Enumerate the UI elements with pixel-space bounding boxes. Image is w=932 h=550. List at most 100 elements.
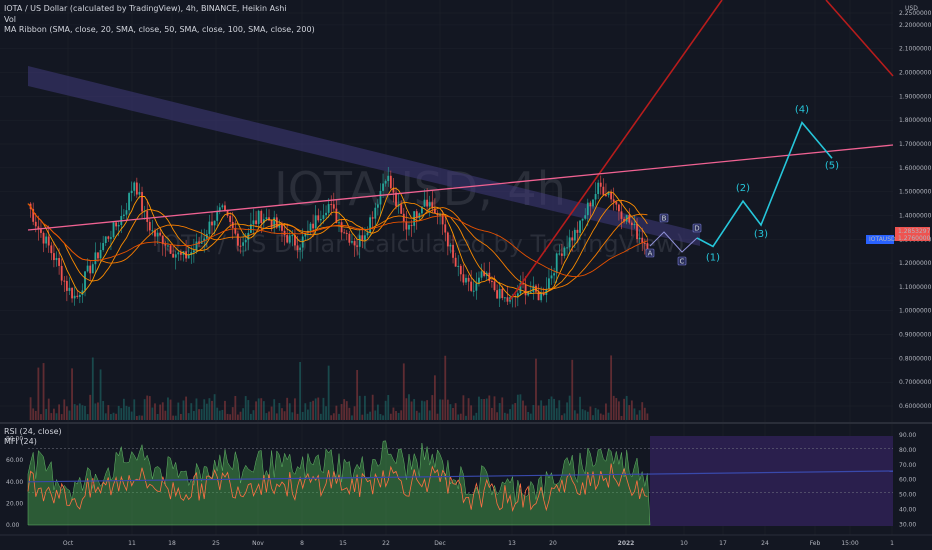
osc-left-label: 20.00 — [6, 500, 23, 507]
volume-bar — [249, 413, 252, 420]
volume-bar — [37, 367, 40, 420]
volume-bar — [91, 357, 94, 420]
volume-bar — [439, 399, 441, 420]
candle-body — [309, 223, 312, 231]
candle-body — [135, 182, 138, 195]
elliott-wave-path[interactable] — [696, 121, 833, 248]
candle-body — [423, 199, 426, 207]
candle-body — [408, 225, 410, 230]
volume-bar — [296, 413, 299, 420]
candle-body — [522, 283, 524, 285]
rsi-ma-line — [27, 470, 894, 483]
price-tick-label: 2.0000000 — [899, 70, 932, 77]
red-trendline-down[interactable] — [825, 0, 894, 77]
volume-bar — [465, 415, 467, 420]
volume-bar — [483, 398, 486, 420]
candle-body — [410, 225, 413, 227]
volume-bar — [449, 404, 452, 420]
volume-bar — [514, 403, 517, 420]
volume-bar — [185, 396, 187, 420]
candle-body — [387, 175, 390, 182]
candle-body — [503, 297, 506, 299]
volume-bar — [47, 398, 50, 420]
time-axis[interactable]: Oct 11 18 25 Nov 8 15 22 Dec 13 20 2022 10 17 24 Feb 15:… — [63, 540, 894, 547]
volume-bar — [86, 414, 89, 420]
corrective-path[interactable] — [649, 231, 698, 253]
candle-body — [226, 210, 229, 216]
volume-bar — [366, 413, 369, 420]
candle-body — [402, 213, 405, 222]
candle-body — [216, 211, 219, 221]
volume-bar — [102, 401, 105, 420]
candle-body — [345, 232, 348, 234]
candle-body — [568, 237, 571, 248]
candle-body — [58, 258, 61, 266]
candle-body — [348, 233, 351, 243]
candle-body — [358, 235, 361, 247]
volume-bar — [180, 413, 182, 420]
volume-bar — [571, 359, 574, 420]
elliott-wave-label: (1) — [706, 252, 720, 263]
candle-body — [192, 250, 195, 253]
volume-bar — [522, 400, 524, 420]
volume-bar — [589, 406, 592, 420]
ma-line — [27, 203, 648, 290]
pink-trendline[interactable] — [27, 144, 894, 231]
candle-body — [620, 211, 623, 219]
candle-body — [351, 241, 353, 243]
volume-bar — [395, 411, 397, 420]
volume-bar — [115, 413, 118, 420]
candle-body — [63, 280, 66, 282]
volume-bar — [457, 414, 460, 420]
volume-bar — [545, 405, 548, 420]
volume-bar — [50, 413, 53, 420]
candle-body — [45, 236, 48, 244]
price-tick-label: 1.0000000 — [899, 308, 932, 315]
volume-bar — [467, 398, 470, 420]
volume-bar — [99, 369, 102, 420]
volume-bar — [597, 409, 600, 420]
volume-bar — [255, 401, 257, 420]
candle-body — [97, 252, 99, 259]
osc-right-label: 30.00 — [899, 521, 916, 528]
volume-bar — [426, 400, 429, 420]
volume-bar — [309, 401, 312, 420]
candle-body — [529, 291, 532, 293]
candle-body — [203, 238, 206, 241]
volume-bar — [576, 413, 579, 420]
candle-body — [472, 290, 475, 292]
volume-bar — [379, 414, 382, 420]
candle-body — [602, 186, 605, 195]
volume-bar — [620, 415, 623, 420]
candle-body — [244, 239, 247, 243]
ma-line — [27, 203, 648, 278]
corrective-label: C — [680, 258, 685, 266]
red-trendline-up[interactable] — [509, 0, 723, 301]
volume-bar — [540, 400, 543, 420]
volume-bar — [169, 399, 172, 420]
candle-body — [356, 245, 359, 247]
candle-body — [441, 214, 444, 225]
descending-channel[interactable] — [28, 66, 700, 246]
candle-body — [260, 210, 263, 223]
candle-body — [400, 204, 403, 214]
volume-bar — [244, 396, 247, 420]
candle-body — [146, 210, 149, 222]
volume-bar — [340, 404, 343, 420]
vol-legend: Vol — [4, 15, 16, 24]
volume-bar — [211, 400, 213, 420]
price-axis[interactable]: 2.2500000 2.2000000 2.1000000 2.0000000 1.90… — [899, 10, 932, 410]
volume-bar — [431, 395, 434, 420]
candle-body — [343, 232, 346, 234]
volume-bar — [167, 397, 169, 420]
volume-bar — [319, 413, 322, 420]
volume-bar — [516, 394, 519, 420]
candle-body — [465, 277, 467, 283]
osc-right-label: 40.00 — [899, 507, 916, 514]
volume-bar — [192, 410, 195, 420]
volume-bar — [537, 405, 540, 420]
volume-bar — [89, 394, 92, 420]
candle-body — [229, 215, 232, 222]
candle-body — [50, 245, 53, 254]
